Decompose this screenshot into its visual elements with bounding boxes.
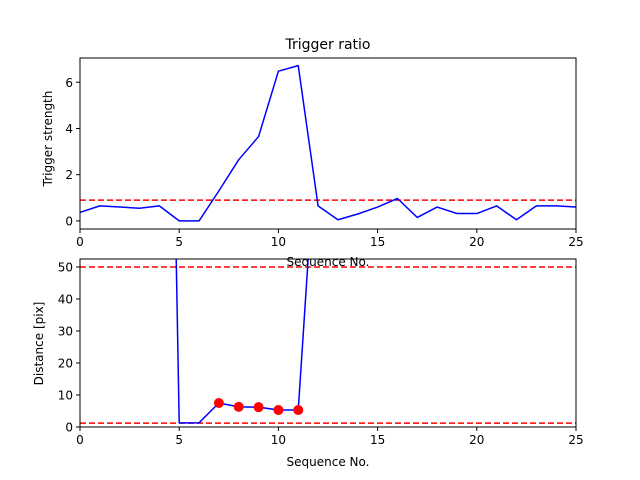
bottom-data-point: [273, 405, 284, 416]
bottom-x-tick-label: 10: [271, 433, 286, 447]
bottom-x-tick-label: 25: [568, 433, 583, 447]
top-x-tick-label: 10: [271, 235, 286, 249]
bottom-plot-area: [80, 259, 576, 424]
bottom-data-point: [233, 401, 244, 412]
top-plot-lines: [80, 64, 576, 222]
top-y-tick-label: 2: [65, 168, 73, 182]
bottom-data-point: [213, 398, 224, 408]
bottom-x-tick-label: 20: [469, 433, 484, 447]
top-series-line-0: [80, 64, 576, 222]
top-y-tick-label: 0: [65, 214, 73, 228]
top-x-tick-label: 25: [568, 235, 583, 249]
bottom-y-tick-label: 40: [58, 293, 73, 307]
bottom-y-tick-label: 50: [58, 261, 73, 275]
bottom-x-tick-label: 0: [76, 433, 84, 447]
top-y-tick-label: 6: [65, 76, 73, 90]
bottom-y-tick-label: 10: [58, 389, 73, 403]
bottom-data-point: [253, 402, 264, 413]
top-plot-frame: [79, 57, 577, 230]
top-subplot: Trigger ratio Trigger strength Sequence …: [41, 37, 584, 269]
bottom-y-tick-label: 20: [58, 357, 73, 371]
bottom-subplot: Distance [pix] Sequence No. 0 5 10 15 20 25 0 1…: [32, 258, 584, 469]
bottom-y-tick-label: 30: [58, 325, 73, 339]
top-x-tick-label: 5: [175, 235, 183, 249]
top-y-axis-label: Trigger strength: [41, 91, 55, 188]
top-x-tick-label: 15: [370, 235, 385, 249]
bottom-y-axis-label: Distance [pix]: [32, 302, 46, 386]
bottom-series-line-0: [175, 259, 309, 424]
bottom-x-axis-label: Sequence No.: [287, 455, 370, 469]
top-chart-title: Trigger ratio: [284, 37, 370, 53]
bottom-plot-lines: [80, 259, 576, 424]
top-axis-ticks: 0 5 10 15 20 25 0 2 4 6: [65, 76, 583, 249]
top-x-tick-label: 20: [469, 235, 484, 249]
top-plot-area: [80, 64, 576, 222]
bottom-x-tick-label: 5: [175, 433, 183, 447]
bottom-data-point: [293, 405, 304, 416]
top-y-tick-label: 4: [65, 122, 73, 136]
bottom-axis-ticks: 0 5 10 15 20 25 0 10 20 30 40 50: [58, 261, 584, 448]
bottom-y-tick-label: 0: [65, 421, 73, 435]
bottom-x-tick-label: 15: [370, 433, 385, 447]
top-x-tick-label: 0: [76, 235, 84, 249]
bottom-plot-frame: [79, 258, 577, 428]
